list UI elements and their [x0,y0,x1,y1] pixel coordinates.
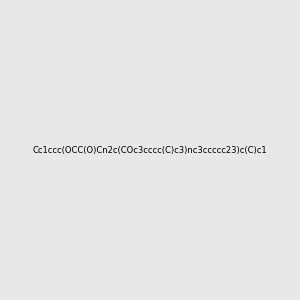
Text: Cc1ccc(OCC(O)Cn2c(COc3cccc(C)c3)nc3ccccc23)c(C)c1: Cc1ccc(OCC(O)Cn2c(COc3cccc(C)c3)nc3ccccc… [33,146,267,154]
